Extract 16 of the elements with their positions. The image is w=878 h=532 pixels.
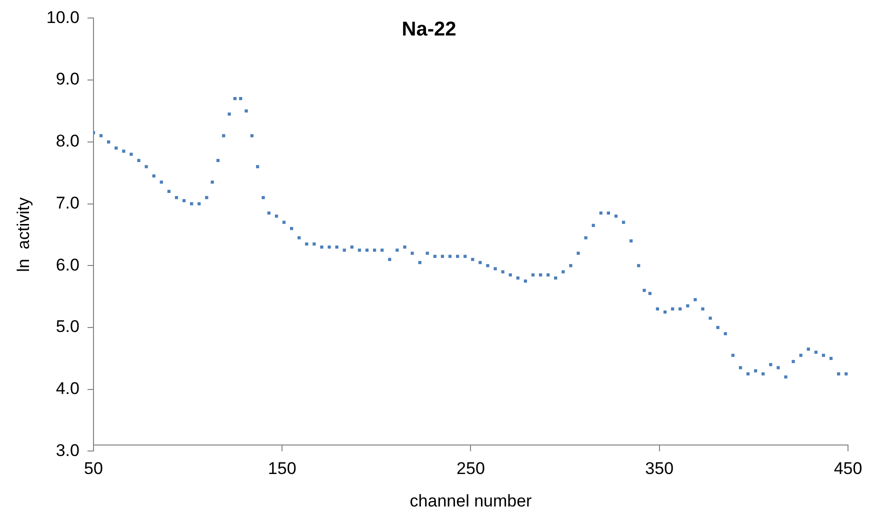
- x-axis-title: channel number: [410, 491, 532, 510]
- x-tick-label: 150: [268, 459, 296, 478]
- x-tick-label: 50: [84, 459, 103, 478]
- y-tick-label: 10.0: [46, 8, 80, 27]
- y-tick-label: 9.0: [56, 70, 80, 89]
- y-tick-label: 4.0: [56, 379, 80, 398]
- y-tick-label: 8.0: [56, 132, 80, 151]
- chart-title: Na-22: [402, 18, 456, 41]
- y-axis-title: ln activity: [14, 196, 33, 272]
- y-tick-label: 3.0: [56, 440, 80, 460]
- x-tick-label: 350: [645, 459, 674, 478]
- y-tick-label: 5.0: [56, 317, 80, 336]
- x-tick-label: 450: [834, 459, 862, 478]
- y-tick-label: 7.0: [56, 193, 80, 212]
- y-tick-label: 6.0: [56, 255, 80, 274]
- x-tick-label: 250: [456, 459, 485, 478]
